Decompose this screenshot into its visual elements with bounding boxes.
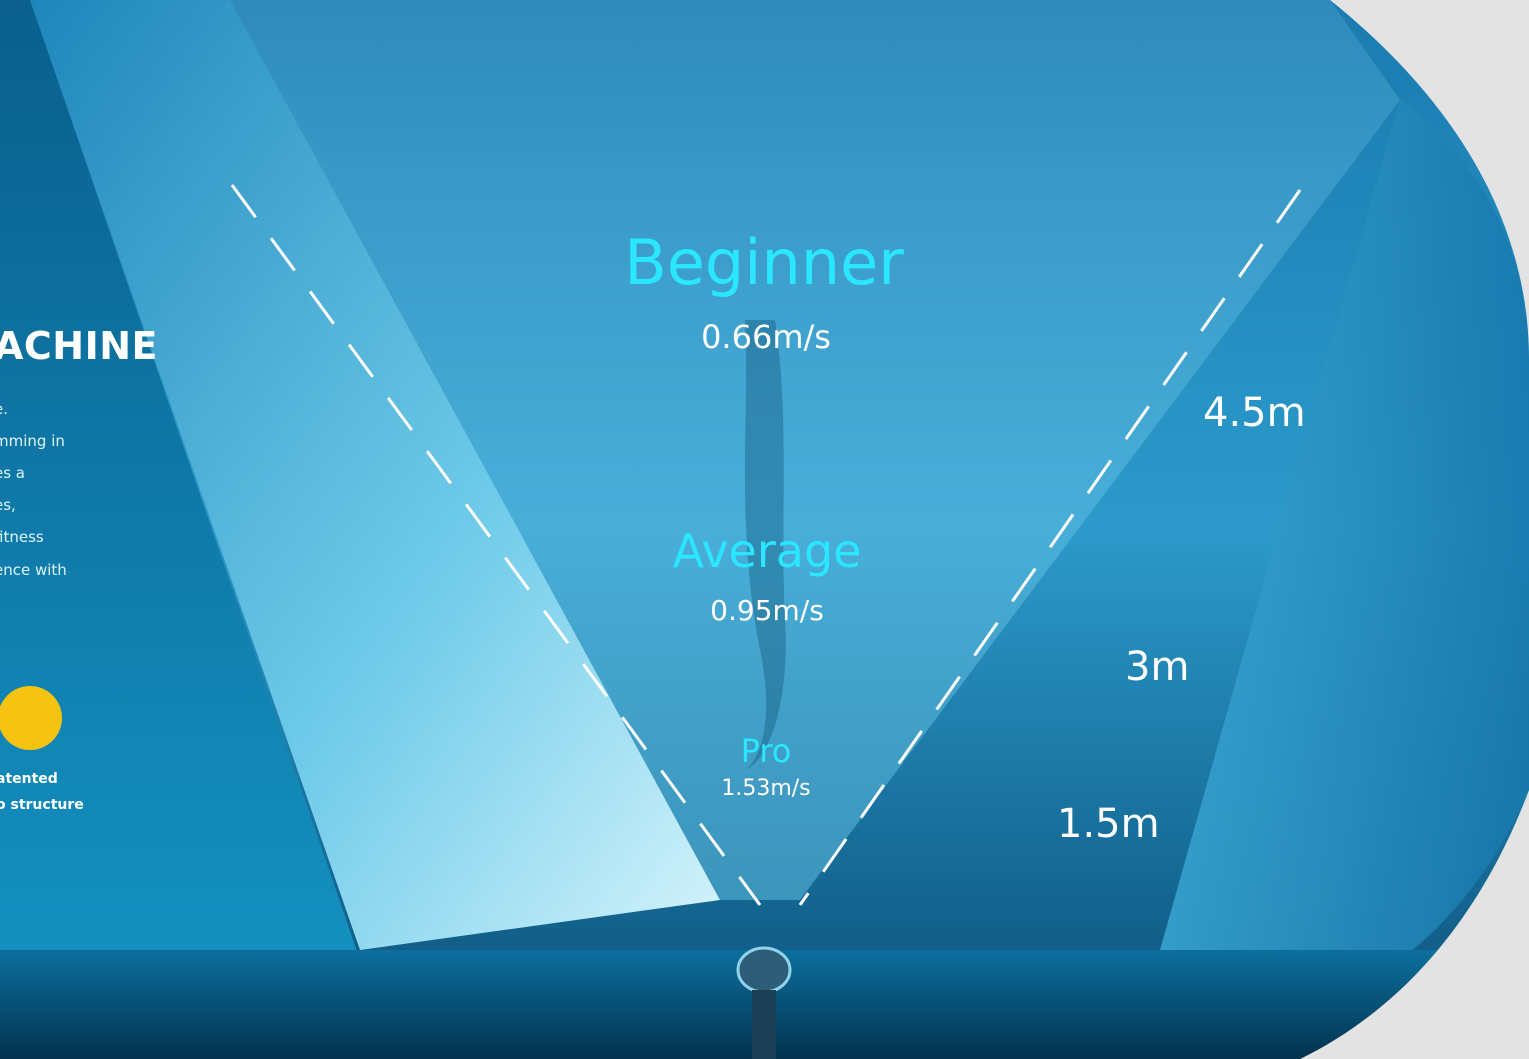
feature-label: atented xyxy=(0,771,58,787)
distance-label-4-5m: 4.5m xyxy=(1203,390,1306,436)
feature-label: o structure xyxy=(0,797,84,813)
description-line: fitness xyxy=(0,528,44,546)
level-average-speed: 0.95m/s xyxy=(710,594,824,627)
level-beginner-title: Beginner xyxy=(624,226,904,299)
section-heading: ACHINE xyxy=(0,324,158,368)
description-line: mming in xyxy=(0,432,65,450)
swim-machine-icon xyxy=(736,946,792,994)
description-line: es a xyxy=(0,464,26,482)
description-line: ence with xyxy=(0,561,67,579)
distance-label-3m: 3m xyxy=(1125,644,1190,690)
description-line: e. xyxy=(0,400,8,418)
right-wall xyxy=(1160,100,1529,960)
description-line: es, xyxy=(0,496,16,514)
level-pro-title: Pro xyxy=(740,732,792,770)
left-panel xyxy=(0,0,360,1059)
swimmer-silhouette xyxy=(745,320,786,770)
level-average-title: Average xyxy=(672,524,862,578)
patent-badge xyxy=(0,686,62,750)
level-beginner-speed: 0.66m/s xyxy=(701,318,831,356)
left-wall xyxy=(30,0,720,950)
level-pro-speed: 1.53m/s xyxy=(721,776,811,801)
machine-stand xyxy=(752,990,776,1059)
flow-edge-right xyxy=(798,189,1302,906)
distance-label-1-5m: 1.5m xyxy=(1057,801,1160,847)
flow-beam xyxy=(230,0,1400,900)
flow-edge-left xyxy=(230,184,762,906)
